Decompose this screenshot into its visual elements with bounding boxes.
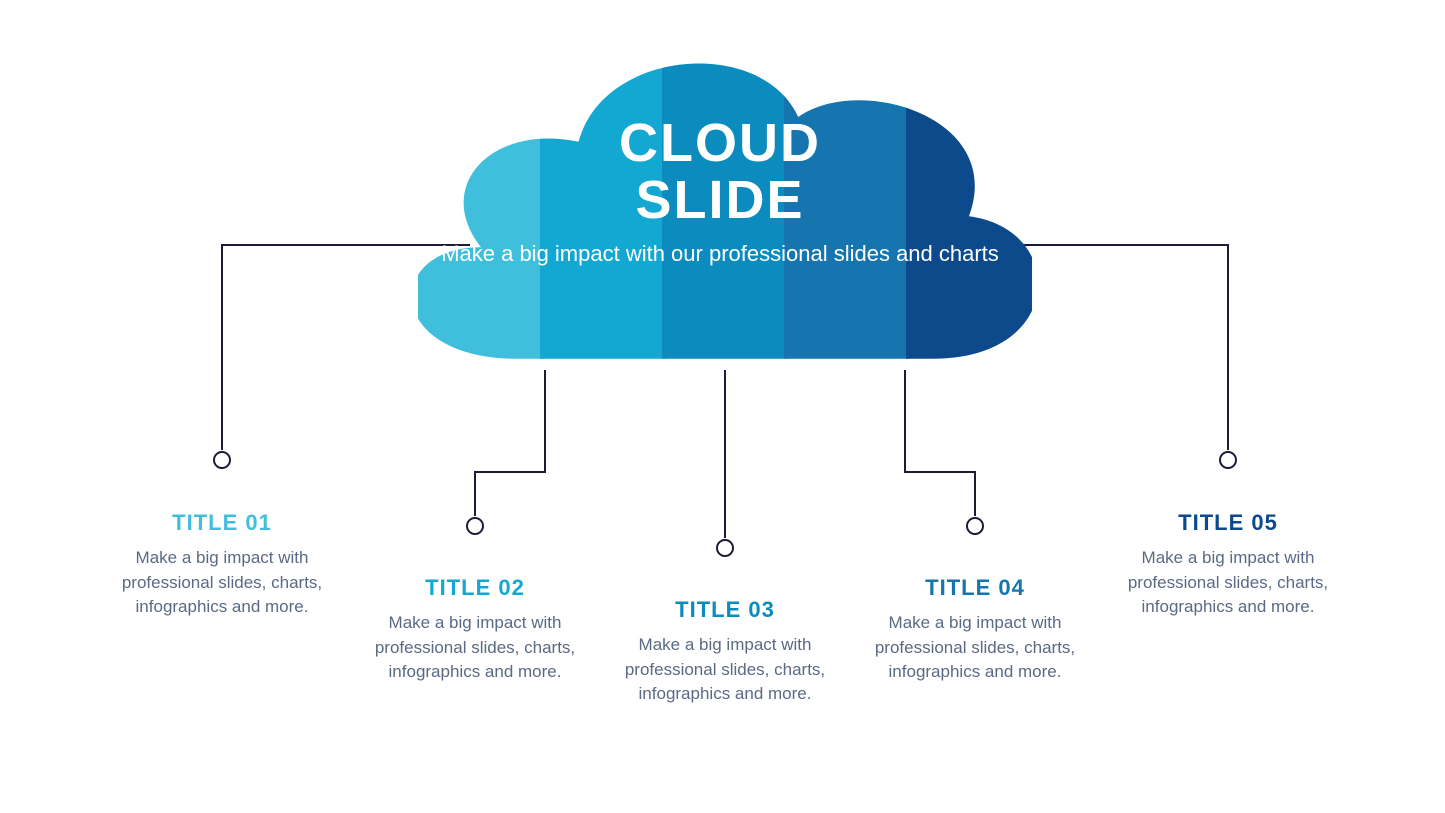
slide-stage: CLOUD SLIDE Make a big impact with our p…	[0, 0, 1445, 813]
cloud-title-line1: CLOUD	[619, 113, 821, 173]
cloud-text-block: CLOUD SLIDE Make a big impact with our p…	[430, 115, 1010, 269]
info-item-title-5: TITLE 05	[1098, 510, 1358, 536]
info-item-desc-4: Make a big impact with professional slid…	[845, 611, 1105, 685]
cloud-title-line2: SLIDE	[635, 170, 804, 230]
info-item-1: TITLE 01 Make a big impact with professio…	[92, 510, 352, 620]
info-item-title-2: TITLE 02	[345, 575, 605, 601]
info-item-5: TITLE 05 Make a big impact with professio…	[1098, 510, 1358, 620]
info-item-desc-1: Make a big impact with professional slid…	[92, 546, 352, 620]
info-item-desc-3: Make a big impact with professional slid…	[595, 633, 855, 707]
info-item-title-4: TITLE 04	[845, 575, 1105, 601]
cloud-title: CLOUD SLIDE	[430, 115, 1010, 228]
info-item-3: TITLE 03 Make a big impact with professio…	[595, 597, 855, 707]
info-item-4: TITLE 04 Make a big impact with professio…	[845, 575, 1105, 685]
info-item-title-3: TITLE 03	[595, 597, 855, 623]
info-item-title-1: TITLE 01	[92, 510, 352, 536]
info-item-desc-2: Make a big impact with professional slid…	[345, 611, 605, 685]
info-item-desc-5: Make a big impact with professional slid…	[1098, 546, 1358, 620]
info-item-2: TITLE 02 Make a big impact with professio…	[345, 575, 605, 685]
cloud-subtitle: Make a big impact with our professional …	[430, 240, 1010, 269]
